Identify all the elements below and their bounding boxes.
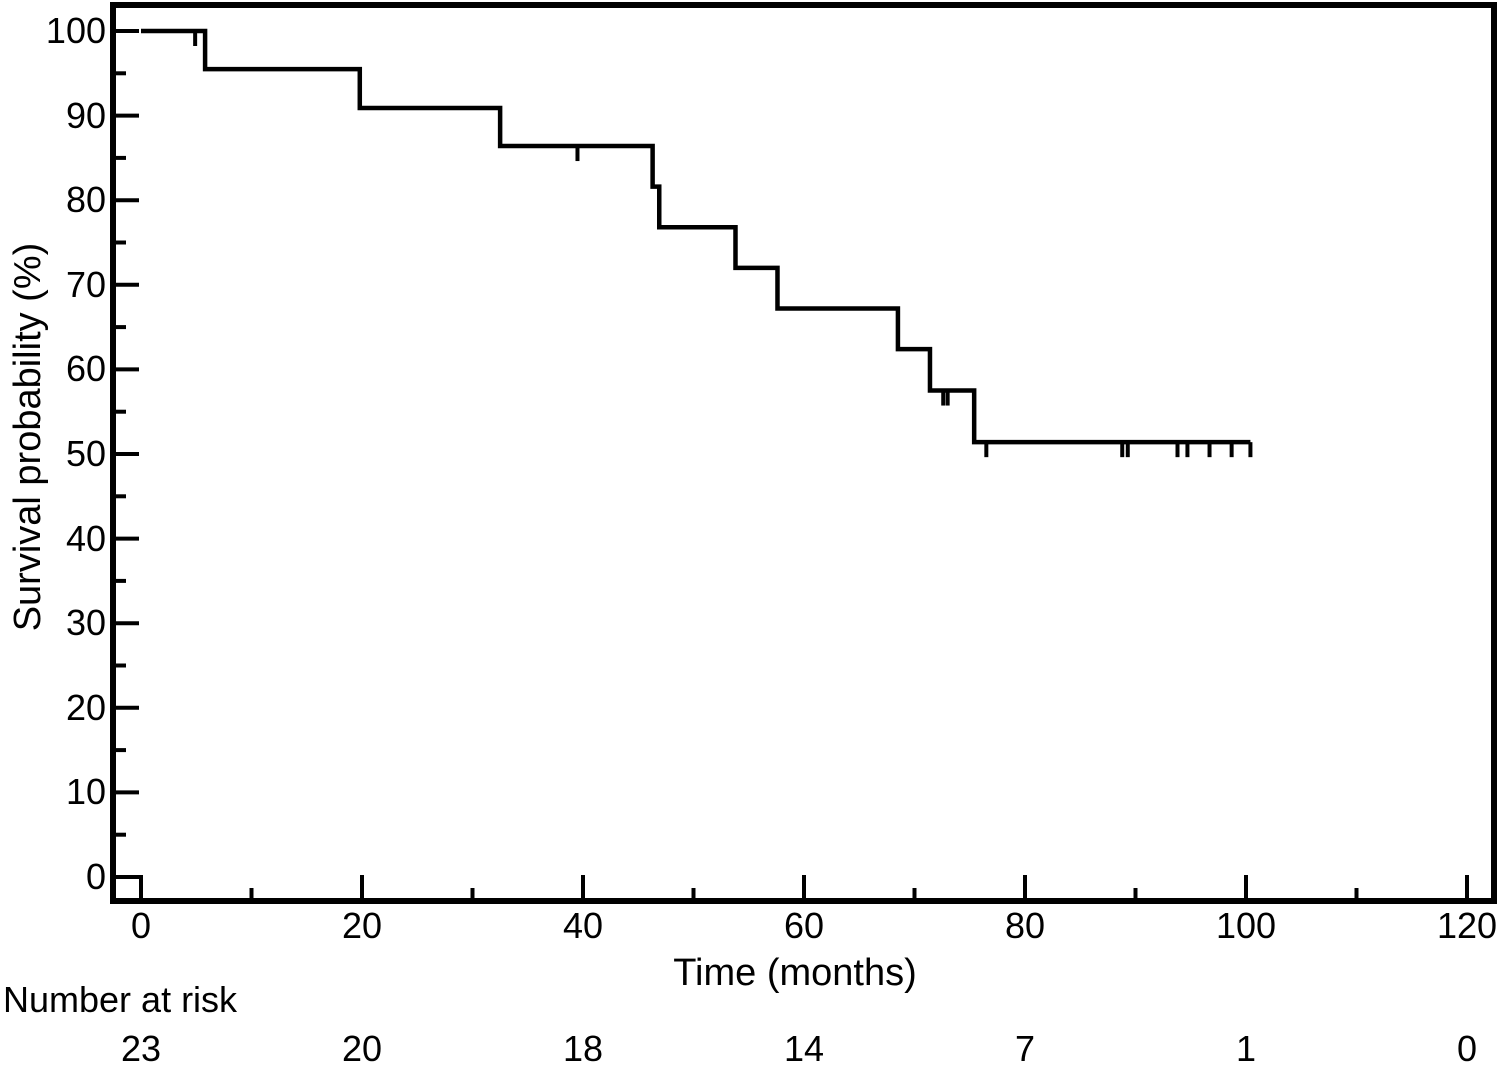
y-axis-tick-label: 70 bbox=[65, 263, 106, 305]
y-axis-tick-label: 60 bbox=[65, 348, 106, 390]
x-axis-title: Time (months) bbox=[673, 952, 917, 994]
plot-frame bbox=[110, 2, 1497, 904]
number-at-risk-header: Number at risk bbox=[3, 979, 238, 1020]
y-axis-title: Survival probability (%) bbox=[7, 242, 49, 632]
x-axis-ticks bbox=[139, 875, 1469, 901]
number-at-risk-value: 7 bbox=[1014, 1028, 1036, 1069]
y-axis-tick-label: 50 bbox=[65, 433, 106, 474]
number-at-risk-value: 23 bbox=[120, 1028, 162, 1069]
y-axis-ticks bbox=[113, 29, 139, 879]
x-axis-tick-label: 40 bbox=[562, 905, 604, 946]
y-axis-tick-label: 20 bbox=[65, 686, 106, 728]
x-axis-tick-label: 0 bbox=[130, 905, 152, 946]
y-axis-tick-label: 40 bbox=[65, 517, 106, 559]
x-axis-tick-label: 120 bbox=[1436, 905, 1498, 946]
number-at-risk-value: 18 bbox=[562, 1028, 604, 1069]
y-axis-tick-label: 30 bbox=[65, 602, 106, 644]
x-axis-tick-label: 20 bbox=[341, 905, 383, 946]
y-axis-tick-label: 90 bbox=[65, 94, 106, 136]
number-at-risk-value: 1 bbox=[1235, 1028, 1257, 1069]
y-axis-tick-label: 0 bbox=[85, 856, 106, 897]
y-axis-tick-label: 80 bbox=[65, 179, 106, 221]
censor-ticks bbox=[193, 31, 1253, 458]
x-axis-tick-label: 100 bbox=[1215, 905, 1277, 946]
number-at-risk-value: 0 bbox=[1456, 1028, 1478, 1069]
y-axis-tick-label: 10 bbox=[65, 771, 106, 813]
y-axis-tick-label: 100 bbox=[45, 10, 106, 51]
number-at-risk-value: 20 bbox=[341, 1028, 383, 1069]
survival-curve bbox=[141, 28, 1251, 445]
x-axis-tick-label: 80 bbox=[1004, 905, 1046, 946]
number-at-risk-value: 14 bbox=[783, 1028, 825, 1069]
x-axis-tick-label: 60 bbox=[783, 905, 825, 946]
